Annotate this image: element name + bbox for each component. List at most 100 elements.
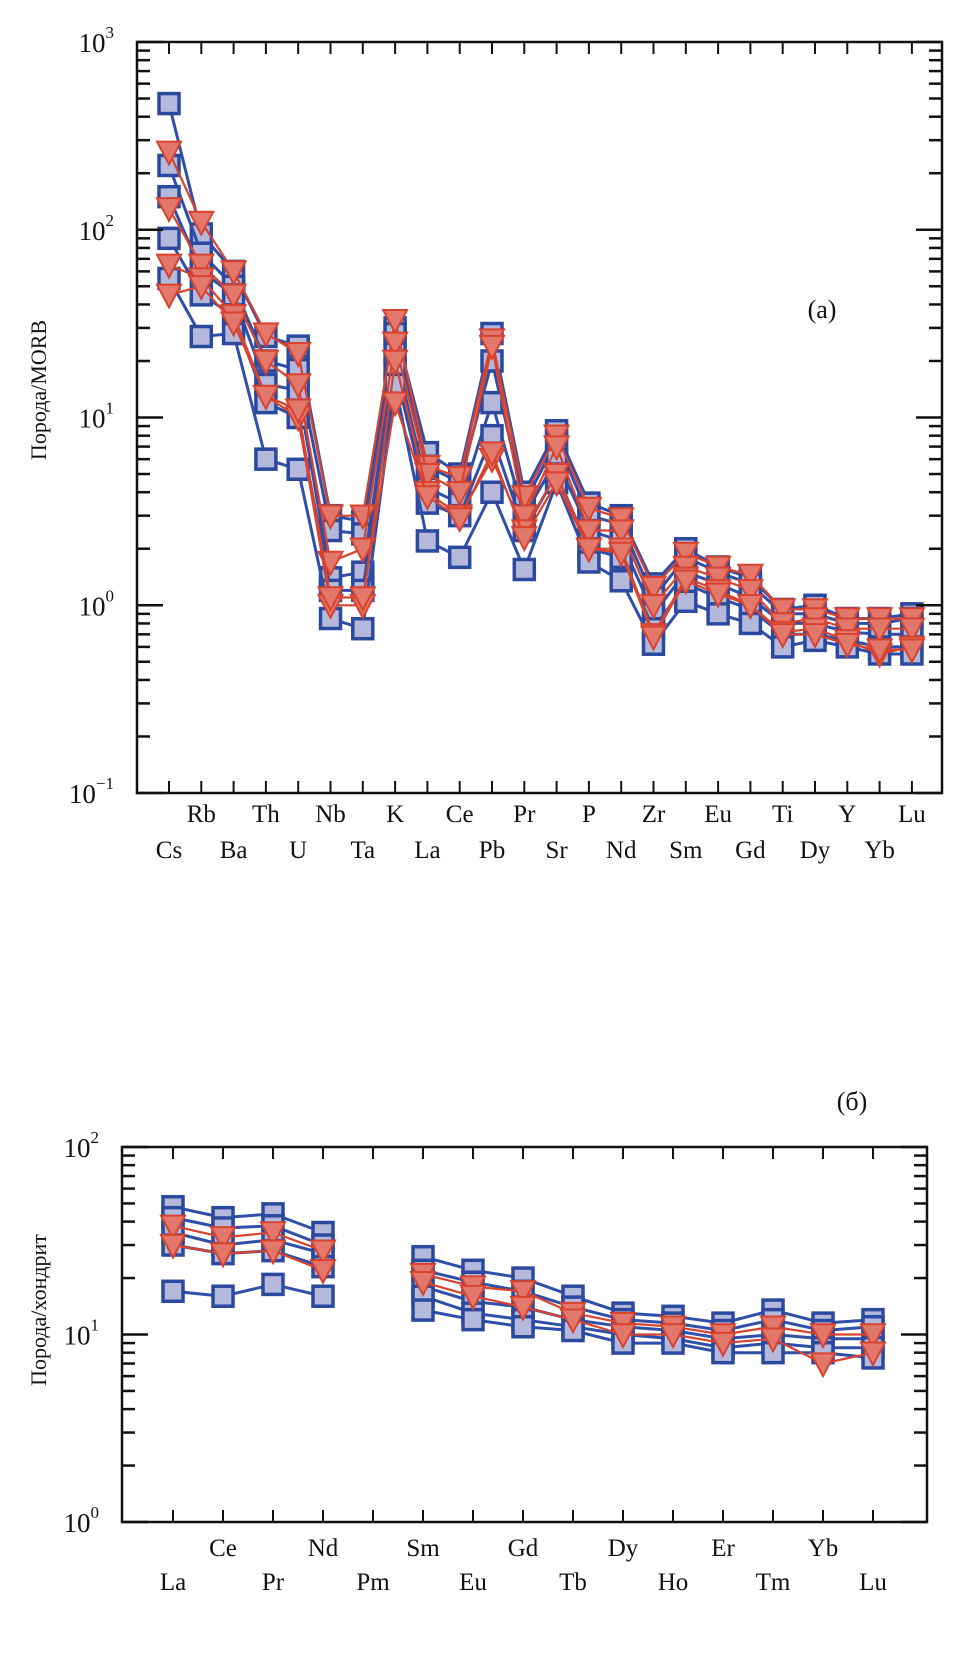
data-point-square xyxy=(480,390,504,415)
data-point-triangle xyxy=(736,563,765,590)
data-point-triangle xyxy=(284,398,312,425)
data-point-triangle xyxy=(865,617,894,644)
series-square-3 xyxy=(157,184,924,647)
chart-panel-b: (б) Порода/хондрит 102 101 100 La Ce Pr Nd Pm S… xyxy=(26,1087,929,1596)
data-point-triangle xyxy=(639,575,668,602)
y-tick-label: 103 xyxy=(79,23,115,58)
data-point-triangle xyxy=(575,496,603,523)
y-tick-labels-a: 103 102 101 100 10−1 xyxy=(69,23,114,809)
series-triangle-1 xyxy=(159,1214,887,1350)
y-tick-label: 101 xyxy=(64,1316,100,1351)
data-point-triangle xyxy=(316,586,345,613)
data-point-triangle xyxy=(252,349,280,376)
data-point-triangle xyxy=(833,633,861,659)
data-point-triangle xyxy=(219,260,248,287)
series-line xyxy=(422,1273,873,1336)
data-point-square xyxy=(311,1284,335,1308)
x-tick-label: Yb xyxy=(864,837,895,864)
data-point-triangle xyxy=(219,311,248,338)
y-tick-label: 102 xyxy=(64,1128,100,1163)
data-point-triangle xyxy=(639,625,668,652)
data-point-triangle xyxy=(284,342,312,368)
series-line xyxy=(422,1255,874,1325)
x-tick-label: Tb xyxy=(559,1569,587,1596)
data-point-triangle xyxy=(259,1221,287,1248)
x-tick-label: Ta xyxy=(350,837,375,864)
data-point-triangle xyxy=(859,1323,887,1350)
x-tick-label: Ti xyxy=(772,801,793,828)
data-point-triangle xyxy=(446,481,474,507)
axis-ticks-b xyxy=(122,1145,927,1524)
series-triangle-2 xyxy=(159,1233,887,1379)
data-point-triangle xyxy=(259,1239,287,1266)
data-point-triangle xyxy=(155,253,183,280)
data-point-triangle xyxy=(769,598,797,625)
data-point-triangle xyxy=(809,1323,837,1350)
data-point-triangle xyxy=(801,623,829,650)
data-point-square xyxy=(189,324,214,349)
x-tick-label: Th xyxy=(252,801,280,828)
x-tick-label: U xyxy=(289,837,307,864)
data-point-square xyxy=(161,1279,185,1304)
data-point-triangle xyxy=(309,1239,337,1266)
x-tick-label: La xyxy=(414,837,440,864)
data-point-triangle xyxy=(509,1295,537,1322)
data-point-triangle xyxy=(381,308,409,335)
data-point-triangle xyxy=(155,283,183,310)
data-point-square xyxy=(157,226,181,251)
x-tick-label: Zr xyxy=(642,801,666,828)
x-tick-label: Eu xyxy=(459,1569,487,1596)
x-tick-label: Y xyxy=(838,801,856,828)
data-point-triangle xyxy=(409,1271,437,1297)
x-tick-label: Sm xyxy=(669,837,703,864)
x-tick-label: Nd xyxy=(606,837,637,864)
x-tick-label: Lu xyxy=(898,801,926,828)
data-point-triangle xyxy=(607,541,635,568)
data-point-triangle xyxy=(381,331,409,358)
y-tick-label: 101 xyxy=(79,399,115,434)
data-point-square xyxy=(461,1307,485,1332)
data-point-triangle xyxy=(155,140,183,167)
series-line xyxy=(167,237,912,649)
x-tick-label: Rb xyxy=(187,801,216,828)
data-point-triangle xyxy=(187,253,215,280)
y-axis-label-b: Порода/хондрит xyxy=(26,1234,51,1386)
data-point-square xyxy=(447,545,472,570)
x-tick-label: Pr xyxy=(262,1569,285,1596)
series-line xyxy=(172,1243,324,1272)
data-point-triangle xyxy=(859,1341,887,1368)
data-point-triangle xyxy=(413,485,442,512)
data-point-triangle xyxy=(639,594,668,620)
data-point-triangle xyxy=(607,519,635,546)
x-tick-label: Lu xyxy=(859,1569,887,1596)
x-tick-label: Ba xyxy=(220,837,248,864)
data-point-triangle xyxy=(187,210,215,237)
data-point-triangle xyxy=(159,1214,187,1241)
plot-area-b xyxy=(159,1195,887,1379)
data-point-triangle xyxy=(736,594,765,620)
data-point-triangle xyxy=(704,566,732,593)
series-line xyxy=(167,164,913,625)
data-point-triangle xyxy=(709,1331,737,1358)
data-point-triangle xyxy=(898,638,926,665)
data-point-triangle xyxy=(381,391,409,418)
data-point-triangle xyxy=(672,569,700,596)
y-tick-label: 102 xyxy=(79,211,115,246)
series-line xyxy=(422,1308,874,1360)
data-point-triangle xyxy=(155,197,183,224)
data-point-triangle xyxy=(446,507,474,534)
y-tick-label: 100 xyxy=(79,586,115,621)
data-point-square xyxy=(411,1298,435,1322)
series-triangle-2 xyxy=(155,197,926,644)
data-point-triangle xyxy=(542,471,571,498)
data-point-triangle xyxy=(609,1323,637,1350)
x-tick-label: Yb xyxy=(808,1535,839,1562)
data-point-triangle xyxy=(898,617,926,644)
data-point-triangle xyxy=(349,537,377,564)
x-tick-label: Dy xyxy=(800,837,831,864)
data-point-triangle xyxy=(510,485,538,512)
data-point-square xyxy=(211,1284,235,1308)
data-point-triangle xyxy=(704,582,732,609)
